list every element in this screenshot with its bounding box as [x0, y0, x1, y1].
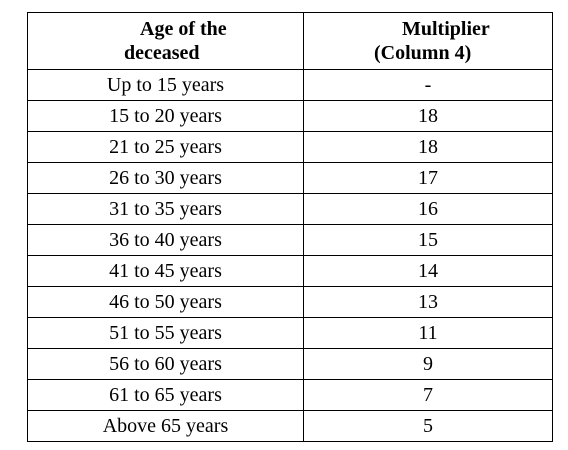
age-cell: Up to 15 years [27, 69, 304, 101]
age-cell: 41 to 45 years [27, 255, 304, 287]
table-row: 61 to 65 years 7 [27, 379, 553, 411]
multiplier-cell: 16 [303, 193, 553, 225]
multiplier-cell: 14 [303, 255, 553, 287]
multiplier-cell: 17 [303, 162, 553, 194]
age-cell: 51 to 55 years [27, 317, 304, 349]
multiplier-cell: 11 [303, 317, 553, 349]
multiplier-cell: 9 [303, 348, 553, 380]
table-row: 21 to 25 years 18 [27, 131, 553, 163]
age-cell: 31 to 35 years [27, 193, 304, 225]
header-multiplier: Multiplier (Column 4) [303, 12, 553, 70]
header-age-line2: deceased [124, 42, 200, 64]
age-cell: 21 to 25 years [27, 131, 304, 163]
age-cell: Above 65 years [27, 410, 304, 442]
multiplier-cell: - [303, 69, 553, 101]
multiplier-cell: 13 [303, 286, 553, 318]
table-row: 56 to 60 years 9 [27, 348, 553, 380]
age-cell: 46 to 50 years [27, 286, 304, 318]
age-cell: 56 to 60 years [27, 348, 304, 380]
table-row: 51 to 55 years 11 [27, 317, 553, 349]
age-cell: 36 to 40 years [27, 224, 304, 256]
multiplier-cell: 15 [303, 224, 553, 256]
age-cell: 26 to 30 years [27, 162, 304, 194]
table-row: Above 65 years 5 [27, 410, 553, 442]
table-row: 36 to 40 years 15 [27, 224, 553, 256]
table-row: Up to 15 years - [27, 69, 553, 101]
multiplier-cell: 7 [303, 379, 553, 411]
table-row: 15 to 20 years 18 [27, 100, 553, 132]
header-multiplier-line1: Multiplier [402, 18, 490, 40]
table-row: 46 to 50 years 13 [27, 286, 553, 318]
multiplier-cell: 18 [303, 100, 553, 132]
table-header-row: Age of the deceased Multiplier (Column 4… [27, 12, 553, 70]
multiplier-table: Age of the deceased Multiplier (Column 4… [27, 12, 553, 442]
header-multiplier-line2: (Column 4) [374, 42, 472, 64]
multiplier-cell: 18 [303, 131, 553, 163]
age-cell: 61 to 65 years [27, 379, 304, 411]
table-row: 41 to 45 years 14 [27, 255, 553, 287]
header-age-line1: Age of the [140, 18, 227, 40]
table-row: 26 to 30 years 17 [27, 162, 553, 194]
multiplier-cell: 5 [303, 410, 553, 442]
header-age-of-deceased: Age of the deceased [27, 12, 304, 70]
age-cell: 15 to 20 years [27, 100, 304, 132]
table-row: 31 to 35 years 16 [27, 193, 553, 225]
